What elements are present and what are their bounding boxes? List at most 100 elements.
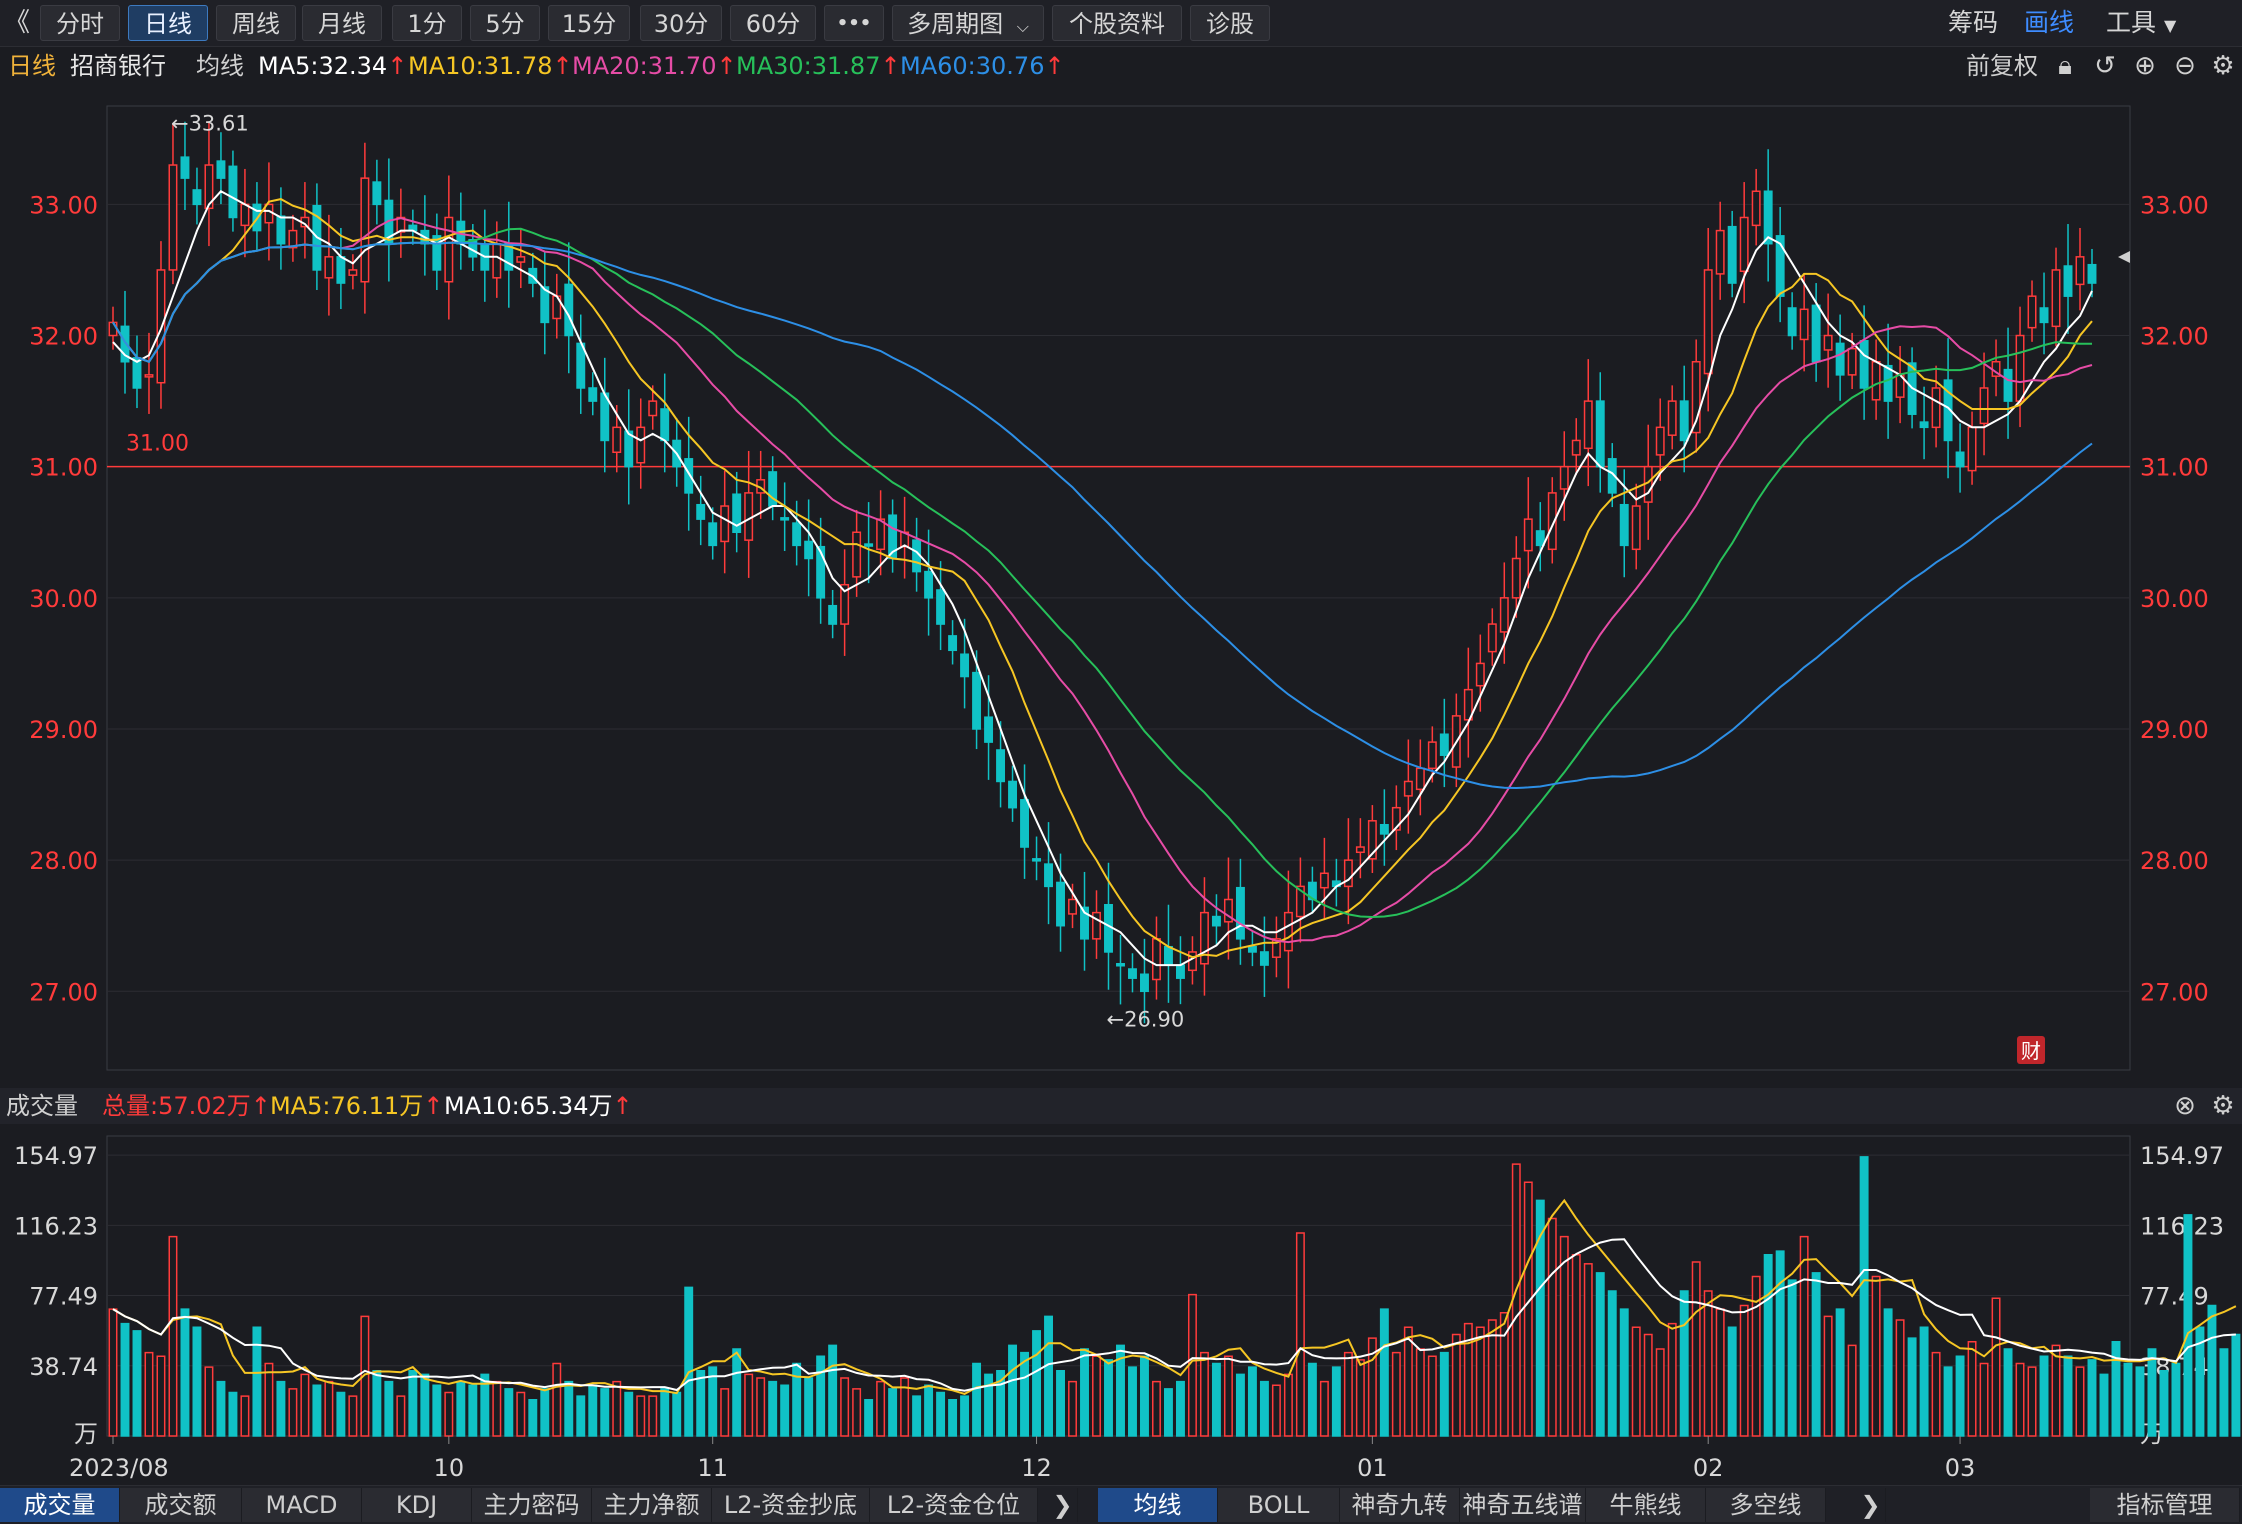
volume-bar: [168, 1235, 178, 1437]
diagnose-button[interactable]: 诊股: [1190, 5, 1270, 41]
candle-body: [816, 545, 826, 599]
candle-body: [1235, 886, 1245, 940]
indicator-tab[interactable]: 成交量: [0, 1488, 120, 1522]
date-tick-label: 10: [434, 1454, 465, 1482]
period-tab[interactable]: 60分: [730, 5, 816, 41]
volume-bar: [1583, 1263, 1593, 1437]
undo-icon[interactable]: ↺: [2094, 51, 2116, 81]
date-tick-label: 11: [697, 1454, 728, 1482]
indicator-tab[interactable]: MACD: [242, 1488, 362, 1522]
volume-bar: [1979, 1362, 1989, 1437]
volume-bar: [1104, 1359, 1113, 1437]
volume-bar: [972, 1362, 982, 1437]
chip-button[interactable]: 筹码: [1948, 8, 1999, 37]
candle-body: [1847, 347, 1857, 376]
right-tabs-next-icon[interactable]: ❯: [1856, 1488, 1886, 1522]
candle-body: [852, 531, 862, 578]
tools-button[interactable]: 工具 ▼: [2106, 5, 2176, 41]
candle-body: [996, 749, 1006, 783]
volume-bar: [684, 1286, 694, 1437]
left-tabs-next-icon[interactable]: ❯: [1048, 1488, 1078, 1522]
volume-tick-label: 77.49: [2140, 1283, 2209, 1311]
volume-bar: [132, 1330, 142, 1437]
overlay-tab[interactable]: BOLL: [1218, 1488, 1340, 1522]
overlay-tab[interactable]: 均线: [1098, 1488, 1218, 1522]
settings-gear-icon[interactable]: ⚙: [2211, 51, 2235, 81]
candle-body: [1967, 426, 1977, 472]
candle-body: [1823, 334, 1833, 351]
overlay-tab[interactable]: 多空线: [1706, 1488, 1826, 1522]
period-tab[interactable]: 周线: [216, 5, 296, 41]
volume-bar: [372, 1370, 382, 1437]
period-tab[interactable]: 5分: [470, 5, 540, 41]
lock-icon[interactable]: 🔒︎: [2058, 51, 2072, 81]
volume-bar: [552, 1362, 562, 1437]
volume-bar: [1847, 1344, 1857, 1437]
candle-body: [216, 160, 226, 179]
volume-bar: [312, 1384, 322, 1437]
close-panel-icon[interactable]: ⊗: [2174, 1091, 2196, 1121]
price-marker-icon: [2118, 251, 2130, 263]
back-icon[interactable]: 《: [4, 8, 31, 38]
volume-bar: [300, 1373, 310, 1437]
volume-bar: [1116, 1344, 1125, 1437]
more-periods-button[interactable]: •••: [824, 5, 884, 41]
volume-bar: [960, 1395, 970, 1437]
volume-bar: [2195, 1326, 2205, 1437]
volume-bar: [1235, 1373, 1245, 1437]
indicator-tab[interactable]: 成交额: [120, 1488, 242, 1522]
indicator-tab[interactable]: L2-资金抄底: [712, 1488, 870, 1522]
volume-chart[interactable]: 154.97 116.23 77.49 38.74 万 154.97 116.23 77.4…: [0, 1124, 2242, 1484]
price-chart[interactable]: 31.00 33.00 32.00 31.00 30.00 29.00 28.00 27.0…: [0, 86, 2242, 1086]
volume-tick-label: 116.23: [2140, 1212, 2224, 1240]
volume-bar: [1859, 1156, 1869, 1437]
candle-body: [708, 522, 718, 547]
volume-bar: [1739, 1304, 1749, 1437]
candle-body: [240, 203, 250, 227]
volume-bar: [1008, 1344, 1018, 1437]
volume-bar: [2231, 1333, 2241, 1437]
zoom-out-icon[interactable]: ⊖: [2174, 51, 2196, 81]
price-tick-label: 32.00: [2140, 323, 2209, 351]
indicator-tab[interactable]: KDJ: [362, 1488, 472, 1522]
adjust-mode[interactable]: 前复权: [1966, 52, 2038, 80]
candle-body: [1080, 906, 1089, 940]
tools-label: 工具: [2106, 8, 2157, 37]
volume-bar: [600, 1388, 610, 1437]
period-tab[interactable]: 1分: [392, 5, 462, 41]
candle-body: [1439, 733, 1449, 756]
period-tab[interactable]: 分时: [40, 5, 120, 41]
indicator-tab[interactable]: 主力净额: [592, 1488, 712, 1522]
candle-body: [2075, 256, 2085, 286]
indicator-tab[interactable]: 主力密码: [472, 1488, 592, 1522]
multi-period-button[interactable]: 多周期图 ⌵: [892, 5, 1044, 41]
volume-settings-gear-icon[interactable]: ⚙: [2211, 1091, 2235, 1121]
volume-bar: [852, 1388, 862, 1437]
top-toolbar: 《 分时 日线 周线 月线 1分 5分 15分 30分 60分 ••• 多周期图 ⌵ 个股资料 …: [0, 0, 2242, 47]
volume-bar: [1595, 1272, 1605, 1437]
overlay-tab[interactable]: 牛熊线: [1586, 1488, 1706, 1522]
stock-info-button[interactable]: 个股资料: [1052, 5, 1182, 41]
candle-body: [840, 583, 850, 625]
period-tab[interactable]: 月线: [302, 5, 382, 41]
reference-line-label: 31.00: [126, 432, 189, 457]
indicator-tab[interactable]: L2-资金仓位: [870, 1488, 1038, 1522]
candle-body: [1175, 964, 1185, 979]
indicator-manage-button[interactable]: 指标管理: [2090, 1488, 2240, 1522]
zoom-in-icon[interactable]: ⊕: [2134, 51, 2156, 81]
period-tab[interactable]: 30分: [640, 5, 722, 41]
draw-button[interactable]: 画线: [2024, 8, 2075, 37]
period-tab[interactable]: 日线: [128, 5, 208, 41]
indicator-name[interactable]: 均线: [196, 52, 244, 80]
volume-title[interactable]: 成交量: [6, 1092, 78, 1120]
volume-bar: [360, 1315, 370, 1437]
period-tab[interactable]: 15分: [548, 5, 630, 41]
volume-bar: [1571, 1254, 1581, 1437]
volume-bar: [204, 1366, 214, 1437]
candle-body: [936, 589, 946, 625]
volume-ma-lines: [112, 1198, 2237, 1395]
volume-total: 总量:57.02万↑: [102, 1092, 271, 1120]
overlay-tab[interactable]: 神奇五线谱: [1460, 1488, 1586, 1522]
price-tick-label: 30.00: [29, 585, 98, 613]
overlay-tab[interactable]: 神奇九转: [1340, 1488, 1460, 1522]
